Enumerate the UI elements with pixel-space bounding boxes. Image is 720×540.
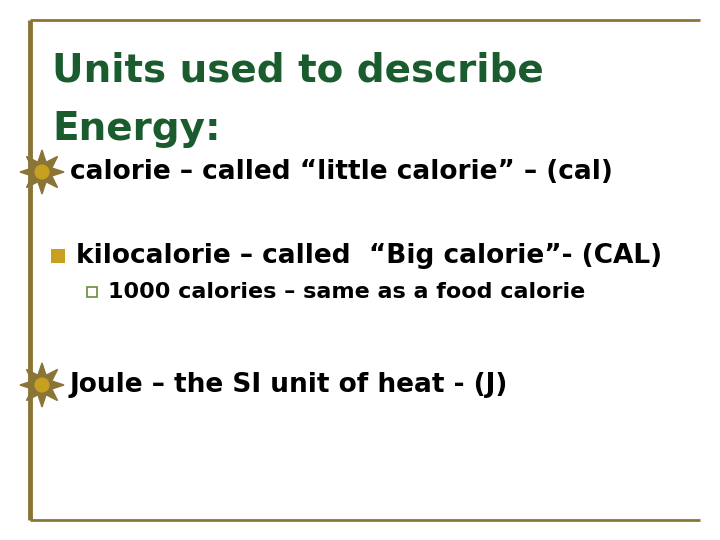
Bar — [51, 249, 65, 263]
Text: Units used to describe: Units used to describe — [52, 52, 544, 90]
Text: 1000 calories – same as a food calorie: 1000 calories – same as a food calorie — [108, 282, 585, 302]
Text: Joule – the SI unit of heat - (J): Joule – the SI unit of heat - (J) — [70, 372, 508, 398]
Text: kilocalorie – called  “Big calorie”- (CAL): kilocalorie – called “Big calorie”- (CAL… — [76, 243, 662, 269]
Text: Energy:: Energy: — [52, 110, 220, 148]
Text: calorie – called “little calorie” – (cal): calorie – called “little calorie” – (cal… — [70, 159, 613, 185]
Polygon shape — [20, 363, 64, 407]
Polygon shape — [20, 150, 64, 194]
Bar — [87, 287, 97, 297]
Circle shape — [35, 378, 49, 392]
Circle shape — [35, 165, 49, 179]
